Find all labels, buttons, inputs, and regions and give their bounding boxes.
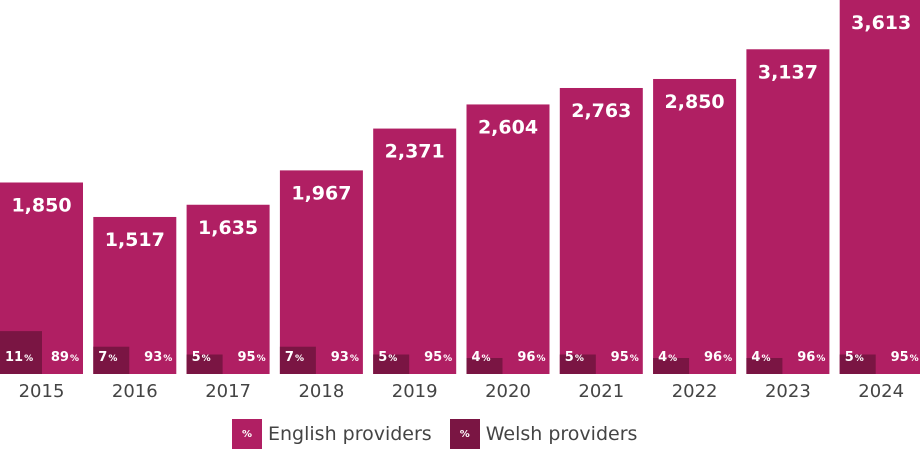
welsh-pct-label-2015: 11% xyxy=(5,350,33,365)
year-label-2016: 2016 xyxy=(112,381,158,402)
welsh-pct-label-2024: 5% xyxy=(845,350,864,365)
bar-group-2024: 3,613 5% 95% 2024 xyxy=(839,0,920,402)
english-pct-label-2021: 95% xyxy=(611,350,639,365)
welsh-pct-label-2019: 5% xyxy=(378,350,397,365)
bar-total-2019 xyxy=(373,128,457,374)
legend-swatch-welsh: % xyxy=(449,419,480,449)
total-label-2020: 2,604 xyxy=(478,116,538,138)
total-label-2022: 2,850 xyxy=(665,91,725,113)
bar-group-2015: 1,850 11% 89% 2015 xyxy=(0,182,83,402)
bar-total-2021 xyxy=(559,87,643,374)
bar-welsh-2020 xyxy=(466,358,503,374)
bar-group-2017: 1,635 5% 95% 2017 xyxy=(186,204,270,402)
welsh-pct-label-2016: 7% xyxy=(98,350,117,365)
year-label-2017: 2017 xyxy=(205,381,251,402)
english-pct-label-2016: 93% xyxy=(144,350,172,365)
total-label-2016: 1,517 xyxy=(105,229,165,251)
bar-group-2023: 3,137 4% 96% 2023 xyxy=(746,49,830,402)
english-pct-label-2017: 95% xyxy=(237,350,265,365)
bar-group-2020: 2,604 4% 96% 2020 xyxy=(466,104,550,402)
total-label-2024: 3,613 xyxy=(851,12,911,34)
bar-welsh-2024 xyxy=(839,354,876,374)
english-pct-label-2015: 89% xyxy=(51,350,79,365)
bar-welsh-2023 xyxy=(746,358,783,374)
year-label-2024: 2024 xyxy=(858,381,904,402)
bar-group-2018: 1,967 7% 93% 2018 xyxy=(279,170,363,402)
bar-welsh-2019 xyxy=(373,354,410,374)
bar-total-2017 xyxy=(186,204,270,374)
english-pct-label-2019: 95% xyxy=(424,350,452,365)
english-pct-label-2018: 93% xyxy=(331,350,359,365)
legend-item-english: % English providers xyxy=(232,419,432,449)
total-label-2023: 3,137 xyxy=(758,61,818,83)
welsh-pct-label-2022: 4% xyxy=(658,350,677,365)
english-pct-label-2020: 96% xyxy=(517,350,545,365)
total-label-2015: 1,850 xyxy=(11,194,71,216)
legend-swatch-english: % xyxy=(232,419,262,449)
bar-welsh-2017 xyxy=(186,354,223,374)
welsh-pct-label-2018: 7% xyxy=(285,350,304,365)
welsh-pct-label-2021: 5% xyxy=(565,350,584,365)
year-label-2021: 2021 xyxy=(578,381,624,402)
legend-label-english: English providers xyxy=(268,423,432,445)
year-label-2023: 2023 xyxy=(765,381,811,402)
total-label-2018: 1,967 xyxy=(291,182,351,204)
legend: % English providers % Welsh providers xyxy=(232,419,637,449)
bar-welsh-2022 xyxy=(653,358,690,374)
english-pct-label-2024: 95% xyxy=(891,350,919,365)
english-pct-label-2022: 96% xyxy=(704,350,732,365)
bar-total-2023 xyxy=(746,49,830,374)
total-label-2021: 2,763 xyxy=(571,100,631,122)
bar-group-2019: 2,371 5% 95% 2019 xyxy=(373,128,457,402)
bar-total-2020 xyxy=(466,104,550,374)
bar-welsh-2021 xyxy=(559,354,596,374)
bar-total-2024 xyxy=(839,0,920,374)
welsh-pct-label-2020: 4% xyxy=(472,350,491,365)
year-label-2020: 2020 xyxy=(485,381,531,402)
legend-item-welsh: % Welsh providers xyxy=(449,419,638,449)
english-pct-label-2023: 96% xyxy=(797,350,825,365)
year-label-2015: 2015 xyxy=(19,381,65,402)
bar-group-2021: 2,763 5% 95% 2021 xyxy=(559,87,643,402)
total-label-2017: 1,635 xyxy=(198,217,258,239)
bar-welsh-2015 xyxy=(0,331,42,374)
bar-total-2022 xyxy=(653,78,737,375)
bar-welsh-2016 xyxy=(93,346,130,374)
bar-welsh-2018 xyxy=(279,346,316,374)
year-label-2019: 2019 xyxy=(392,381,438,402)
year-label-2022: 2022 xyxy=(672,381,718,402)
bar-group-2016: 1,517 7% 93% 2016 xyxy=(93,216,177,402)
legend-label-welsh: Welsh providers xyxy=(485,423,638,445)
welsh-pct-label-2023: 4% xyxy=(751,350,770,365)
bar-total-2018 xyxy=(279,170,363,374)
bar-group-2022: 2,850 4% 96% 2022 xyxy=(653,78,737,402)
welsh-pct-label-2017: 5% xyxy=(192,350,211,365)
total-label-2019: 2,371 xyxy=(385,141,445,163)
year-label-2018: 2018 xyxy=(298,381,344,402)
